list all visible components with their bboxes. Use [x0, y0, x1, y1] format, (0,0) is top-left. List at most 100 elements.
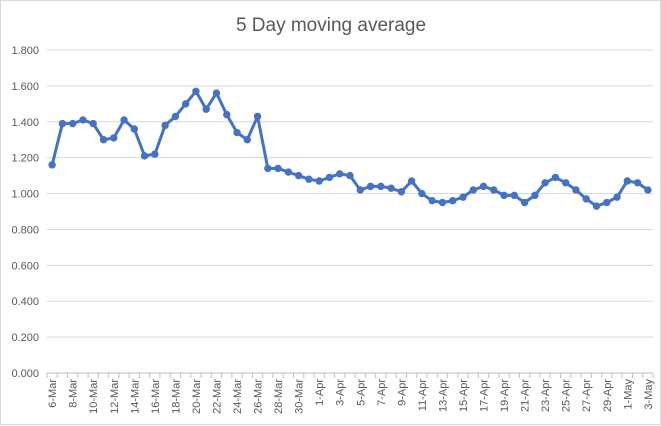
data-point: [192, 87, 200, 95]
data-point: [99, 136, 108, 144]
x-tick-label: 9-Apr: [396, 379, 408, 406]
x-tick-label: 28-Mar: [273, 379, 285, 414]
series-line: [50, 89, 650, 208]
data-point: [510, 191, 519, 200]
x-tick-label: 3-May: [643, 379, 655, 410]
x-tick-label: 19-Apr: [499, 379, 511, 412]
x-tick-label: 21-Apr: [520, 379, 532, 412]
x-tick-label: 11-Apr: [417, 379, 429, 412]
x-axis-tick-labels: 6-Mar 8-Mar 10-Mar 12-Mar 14-Mar 16-Mar 18-Mar…: [47, 379, 655, 414]
data-point: [110, 134, 118, 142]
data-point: [603, 198, 611, 207]
y-axis-tick-labels: 0.000 0.200 0.400 0.600 0.800 1.000 1.200 1.400…: [11, 45, 39, 380]
data-point: [48, 161, 56, 169]
y-tick-label: 0.200: [11, 332, 39, 344]
x-tick-label: 24-Mar: [232, 379, 244, 414]
x-tick-label: 27-Apr: [581, 379, 593, 412]
data-point: [572, 186, 580, 194]
y-tick-label: 1.400: [11, 117, 39, 129]
x-tick-label: 15-Apr: [458, 379, 470, 412]
data-point: [366, 182, 375, 191]
data-point: [181, 100, 190, 108]
x-tick-label: 23-Apr: [540, 379, 552, 412]
data-point: [284, 168, 293, 176]
x-tick-label: 13-Apr: [437, 379, 449, 412]
data-point: [233, 128, 241, 137]
data-point: [479, 182, 488, 191]
data-point: [490, 186, 498, 194]
data-point: [531, 191, 539, 200]
series-5-day-moving-average: [48, 87, 652, 210]
x-tick-label: 16-Mar: [150, 379, 162, 414]
y-tick-label: 0.000: [11, 368, 39, 380]
x-tick-label: 30-Mar: [294, 379, 306, 414]
data-point: [253, 112, 262, 121]
x-tick-label: 26-Mar: [253, 379, 265, 414]
data-point: [212, 89, 221, 97]
x-tick-label: 6-Mar: [47, 379, 59, 408]
data-point: [202, 105, 210, 113]
x-axis: [46, 372, 654, 378]
data-point: [336, 170, 344, 178]
y-tick-label: 1.600: [11, 81, 39, 93]
data-point: [89, 119, 97, 128]
data-point: [325, 173, 334, 182]
x-tick-label: 7-Apr: [376, 379, 388, 406]
data-point: [582, 195, 590, 203]
data-point: [397, 188, 406, 196]
x-tick-label: 29-Apr: [602, 379, 614, 412]
y-tick-label: 0.600: [11, 260, 39, 272]
x-tick-label: 10-Mar: [88, 379, 100, 414]
x-tick-label: 12-Mar: [109, 379, 121, 414]
x-tick-label: 14-Mar: [129, 379, 141, 414]
data-point: [592, 202, 601, 210]
x-tick-label: 18-Mar: [170, 379, 182, 414]
data-point: [428, 197, 436, 205]
x-tick-label: 5-Apr: [355, 379, 367, 406]
data-point: [644, 186, 652, 194]
data-point: [356, 186, 364, 194]
data-point: [171, 112, 180, 121]
chart-title: 5 Day moving average: [236, 15, 426, 36]
data-point: [161, 121, 169, 130]
data-point: [469, 186, 477, 194]
y-tick-label: 1.000: [11, 189, 39, 201]
y-tick-label: 0.800: [11, 224, 39, 236]
data-point: [264, 164, 272, 173]
x-tick-label: 22-Mar: [211, 379, 223, 414]
x-tick-label: 1-May: [622, 379, 634, 410]
data-point: [223, 110, 231, 119]
data-point: [438, 198, 447, 207]
data-point: [459, 193, 467, 201]
data-point: [613, 193, 621, 201]
data-point: [407, 177, 416, 185]
y-tick-label: 1.800: [11, 45, 39, 57]
data-point: [130, 125, 139, 133]
y-tick-label: 0.400: [11, 296, 39, 308]
x-tick-label: 17-Apr: [479, 379, 491, 412]
data-point: [68, 119, 77, 128]
data-point: [243, 136, 251, 144]
data-point: [500, 191, 508, 200]
data-point: [274, 164, 282, 173]
data-point: [151, 150, 159, 158]
data-point: [551, 173, 560, 182]
data-point: [633, 179, 642, 187]
data-point: [79, 116, 87, 124]
y-tick-label: 1.200: [11, 153, 39, 165]
x-tick-label: 1-Apr: [314, 379, 326, 406]
data-point: [449, 197, 457, 205]
data-point: [541, 179, 549, 187]
x-tick-label: 3-Apr: [335, 379, 347, 406]
data-point: [623, 177, 632, 185]
x-tick-label: 8-Mar: [68, 379, 80, 408]
data-point: [140, 152, 149, 160]
data-point: [294, 171, 303, 180]
data-point: [387, 184, 395, 192]
data-point: [58, 119, 67, 128]
data-point: [418, 189, 426, 198]
data-point: [346, 171, 354, 180]
data-point: [520, 198, 529, 207]
